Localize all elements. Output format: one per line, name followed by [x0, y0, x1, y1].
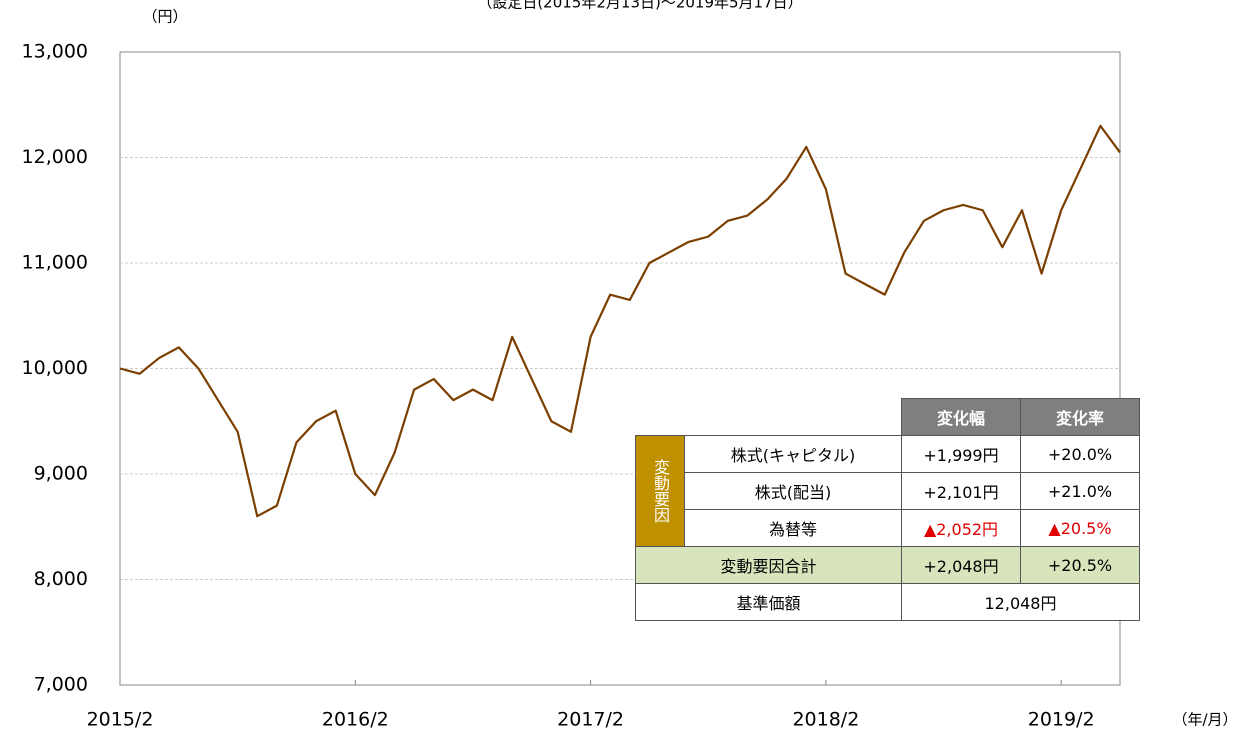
cell: 株式(キャピタル)	[684, 435, 902, 473]
cell: ▲2,052円	[901, 509, 1021, 547]
header: 変化幅	[901, 398, 1021, 436]
x-tick-label: 2016/2	[322, 709, 389, 731]
x-tick-label: 2018/2	[792, 709, 859, 731]
y-tick-label: 9,000	[34, 463, 88, 485]
y-tick-label: 13,000	[22, 41, 88, 63]
x-tick-label: 2017/2	[557, 709, 624, 731]
y-tick-label: 7,000	[34, 674, 88, 696]
y-tick-label: 10,000	[22, 357, 88, 379]
cell: +21.0%	[1020, 472, 1140, 510]
group-label: 変動要因	[635, 435, 685, 547]
cell: +20.0%	[1020, 435, 1140, 473]
cell: +2,048円	[901, 546, 1021, 584]
subtitle: （設定日(2015年2月13日)～2019年5月17日）	[477, 0, 802, 12]
header: 変化率	[1020, 398, 1140, 436]
y-unit: （円）	[142, 8, 187, 26]
x-tick-label: 2015/2	[87, 709, 154, 731]
x-tick-label: 2019/2	[1028, 709, 1095, 731]
cell: +20.5%	[1020, 546, 1140, 584]
y-tick-label: 11,000	[22, 252, 88, 274]
cell: +2,101円	[901, 472, 1021, 510]
cell: ▲20.5%	[1020, 509, 1140, 547]
cell: +1,999円	[901, 435, 1021, 473]
price-line	[119, 124, 1121, 518]
y-tick-label: 12,000	[22, 146, 88, 168]
cell: 株式(配当)	[684, 472, 902, 510]
x-unit: （年/月）	[1172, 711, 1237, 729]
cell: 基準価額	[635, 583, 902, 621]
y-tick-label: 8,000	[34, 568, 88, 590]
cell: 変動要因合計	[635, 546, 902, 584]
cell: 為替等	[684, 509, 902, 547]
summary-table: 変化幅 変化率 変動要因 株式(キャピタル) +1,999円 +20.0% 株式(配当)…	[635, 398, 1140, 621]
cell: 12,048円	[901, 583, 1140, 621]
